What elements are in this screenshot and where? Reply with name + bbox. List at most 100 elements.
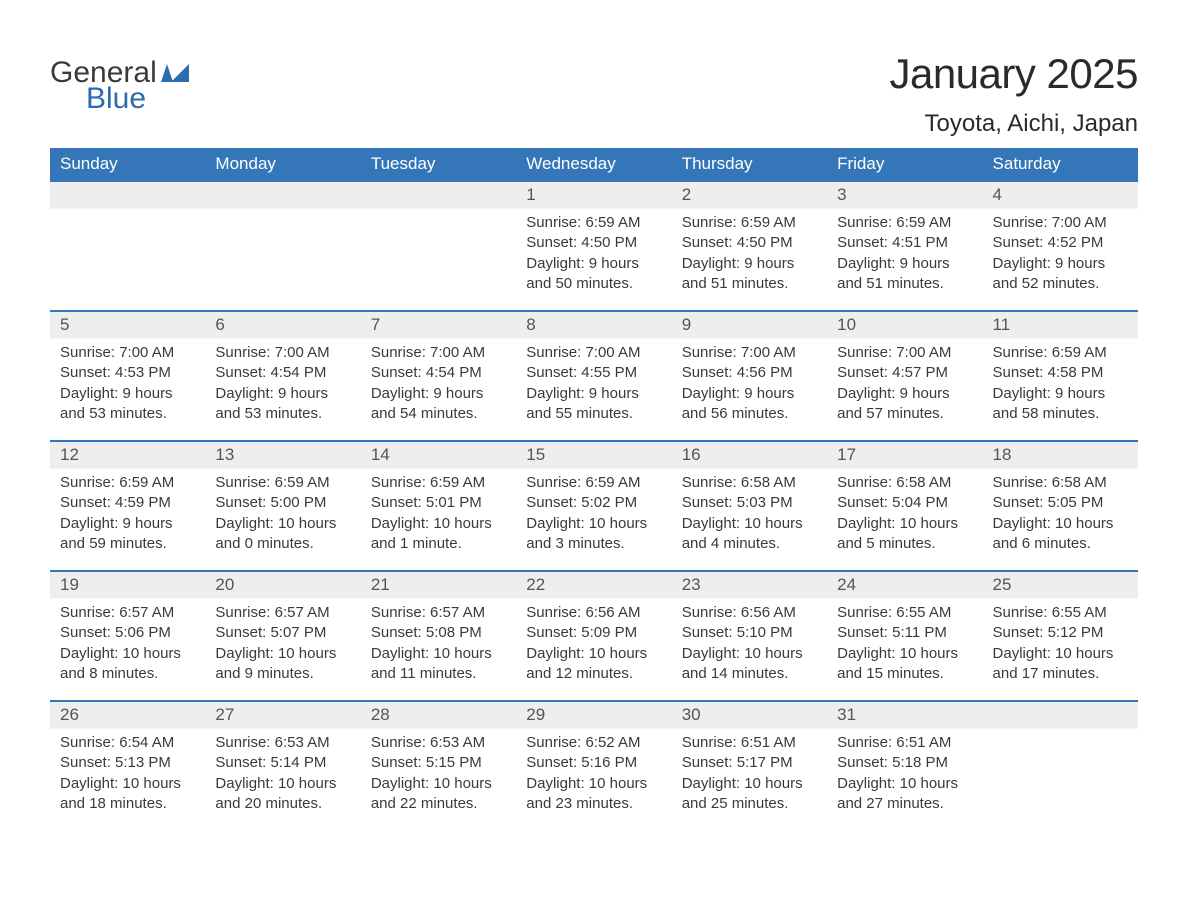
daylight1-text: Daylight: 10 hours (837, 644, 972, 664)
day-content: Sunrise: 6:53 AMSunset: 5:15 PMDaylight:… (361, 729, 516, 822)
day-content: Sunrise: 7:00 AMSunset: 4:52 PMDaylight:… (983, 209, 1138, 302)
daylight1-text: Daylight: 9 hours (60, 384, 195, 404)
day-number: 15 (516, 442, 671, 469)
sunset-text: Sunset: 5:05 PM (993, 493, 1128, 513)
day-number: 3 (827, 182, 982, 209)
day-cell: 12Sunrise: 6:59 AMSunset: 4:59 PMDayligh… (50, 442, 205, 570)
sunrise-text: Sunrise: 6:55 AM (837, 603, 972, 623)
day-cell: 2Sunrise: 6:59 AMSunset: 4:50 PMDaylight… (672, 182, 827, 310)
sunrise-text: Sunrise: 7:00 AM (526, 343, 661, 363)
sunrise-text: Sunrise: 6:53 AM (371, 733, 506, 753)
day-cell: 26Sunrise: 6:54 AMSunset: 5:13 PMDayligh… (50, 702, 205, 830)
location-label: Toyota, Aichi, Japan (889, 110, 1138, 138)
daylight1-text: Daylight: 9 hours (837, 384, 972, 404)
day-content: Sunrise: 7:00 AMSunset: 4:54 PMDaylight:… (361, 339, 516, 432)
sunrise-text: Sunrise: 6:59 AM (993, 343, 1128, 363)
sunrise-text: Sunrise: 7:00 AM (837, 343, 972, 363)
daylight1-text: Daylight: 10 hours (215, 774, 350, 794)
day-cell (205, 182, 360, 310)
day-number: 18 (983, 442, 1138, 469)
daylight2-text: and 27 minutes. (837, 794, 972, 814)
title-block: January 2025 Toyota, Aichi, Japan (889, 50, 1138, 138)
day-content: Sunrise: 6:59 AMSunset: 4:59 PMDaylight:… (50, 469, 205, 562)
daylight1-text: Daylight: 9 hours (993, 254, 1128, 274)
sunset-text: Sunset: 5:14 PM (215, 753, 350, 773)
daylight2-text: and 53 minutes. (60, 404, 195, 424)
daylight2-text: and 54 minutes. (371, 404, 506, 424)
day-number: 17 (827, 442, 982, 469)
day-cell: 15Sunrise: 6:59 AMSunset: 5:02 PMDayligh… (516, 442, 671, 570)
brand-logo: General Blue (50, 50, 189, 116)
daylight1-text: Daylight: 10 hours (682, 774, 817, 794)
sunset-text: Sunset: 4:58 PM (993, 363, 1128, 383)
sunrise-text: Sunrise: 6:58 AM (837, 473, 972, 493)
daylight1-text: Daylight: 10 hours (60, 644, 195, 664)
day-cell: 9Sunrise: 7:00 AMSunset: 4:56 PMDaylight… (672, 312, 827, 440)
daylight2-text: and 20 minutes. (215, 794, 350, 814)
sunset-text: Sunset: 5:00 PM (215, 493, 350, 513)
calendar: SundayMondayTuesdayWednesdayThursdayFrid… (50, 148, 1138, 830)
day-cell: 1Sunrise: 6:59 AMSunset: 4:50 PMDaylight… (516, 182, 671, 310)
daylight2-text: and 9 minutes. (215, 664, 350, 684)
day-content: Sunrise: 6:59 AMSunset: 4:50 PMDaylight:… (672, 209, 827, 302)
daylight2-text: and 11 minutes. (371, 664, 506, 684)
daylight1-text: Daylight: 9 hours (371, 384, 506, 404)
day-cell: 30Sunrise: 6:51 AMSunset: 5:17 PMDayligh… (672, 702, 827, 830)
sunset-text: Sunset: 4:53 PM (60, 363, 195, 383)
sunrise-text: Sunrise: 7:00 AM (60, 343, 195, 363)
daylight1-text: Daylight: 10 hours (526, 514, 661, 534)
day-content: Sunrise: 6:53 AMSunset: 5:14 PMDaylight:… (205, 729, 360, 822)
daylight2-text: and 8 minutes. (60, 664, 195, 684)
sunset-text: Sunset: 4:54 PM (371, 363, 506, 383)
sunrise-text: Sunrise: 6:52 AM (526, 733, 661, 753)
daylight1-text: Daylight: 10 hours (837, 774, 972, 794)
day-number: 14 (361, 442, 516, 469)
page-title: January 2025 (889, 50, 1138, 98)
weekday-header: Sunday (50, 148, 205, 180)
day-number: 19 (50, 572, 205, 599)
sunset-text: Sunset: 4:50 PM (526, 233, 661, 253)
sunset-text: Sunset: 5:04 PM (837, 493, 972, 513)
sunrise-text: Sunrise: 6:59 AM (371, 473, 506, 493)
daylight1-text: Daylight: 10 hours (526, 774, 661, 794)
daylight2-text: and 14 minutes. (682, 664, 817, 684)
day-cell: 16Sunrise: 6:58 AMSunset: 5:03 PMDayligh… (672, 442, 827, 570)
day-content: Sunrise: 6:59 AMSunset: 4:58 PMDaylight:… (983, 339, 1138, 432)
daylight2-text: and 59 minutes. (60, 534, 195, 554)
day-number: 8 (516, 312, 671, 339)
day-content: Sunrise: 6:51 AMSunset: 5:18 PMDaylight:… (827, 729, 982, 822)
daylight2-text: and 50 minutes. (526, 274, 661, 294)
day-number: 10 (827, 312, 982, 339)
daylight2-text: and 0 minutes. (215, 534, 350, 554)
day-cell: 13Sunrise: 6:59 AMSunset: 5:00 PMDayligh… (205, 442, 360, 570)
day-content: Sunrise: 6:55 AMSunset: 5:12 PMDaylight:… (983, 599, 1138, 692)
daylight2-text: and 52 minutes. (993, 274, 1128, 294)
sunrise-text: Sunrise: 6:58 AM (993, 473, 1128, 493)
day-cell: 25Sunrise: 6:55 AMSunset: 5:12 PMDayligh… (983, 572, 1138, 700)
daylight2-text: and 51 minutes. (837, 274, 972, 294)
day-number: 21 (361, 572, 516, 599)
daylight1-text: Daylight: 9 hours (215, 384, 350, 404)
day-cell: 27Sunrise: 6:53 AMSunset: 5:14 PMDayligh… (205, 702, 360, 830)
sunset-text: Sunset: 5:16 PM (526, 753, 661, 773)
day-cell: 21Sunrise: 6:57 AMSunset: 5:08 PMDayligh… (361, 572, 516, 700)
day-number: 16 (672, 442, 827, 469)
sunrise-text: Sunrise: 6:59 AM (837, 213, 972, 233)
sunset-text: Sunset: 5:18 PM (837, 753, 972, 773)
header: General Blue January 2025 Toyota, Aichi,… (50, 50, 1138, 138)
daylight1-text: Daylight: 10 hours (215, 514, 350, 534)
day-cell: 28Sunrise: 6:53 AMSunset: 5:15 PMDayligh… (361, 702, 516, 830)
sunset-text: Sunset: 4:54 PM (215, 363, 350, 383)
sunrise-text: Sunrise: 6:56 AM (526, 603, 661, 623)
sunrise-text: Sunrise: 6:59 AM (60, 473, 195, 493)
flag-icon (161, 60, 189, 87)
sunset-text: Sunset: 5:13 PM (60, 753, 195, 773)
daylight2-text: and 1 minute. (371, 534, 506, 554)
sunrise-text: Sunrise: 6:54 AM (60, 733, 195, 753)
day-number (361, 182, 516, 209)
sunrise-text: Sunrise: 7:00 AM (993, 213, 1128, 233)
day-number: 5 (50, 312, 205, 339)
day-number: 2 (672, 182, 827, 209)
day-content: Sunrise: 7:00 AMSunset: 4:53 PMDaylight:… (50, 339, 205, 432)
day-content: Sunrise: 7:00 AMSunset: 4:56 PMDaylight:… (672, 339, 827, 432)
